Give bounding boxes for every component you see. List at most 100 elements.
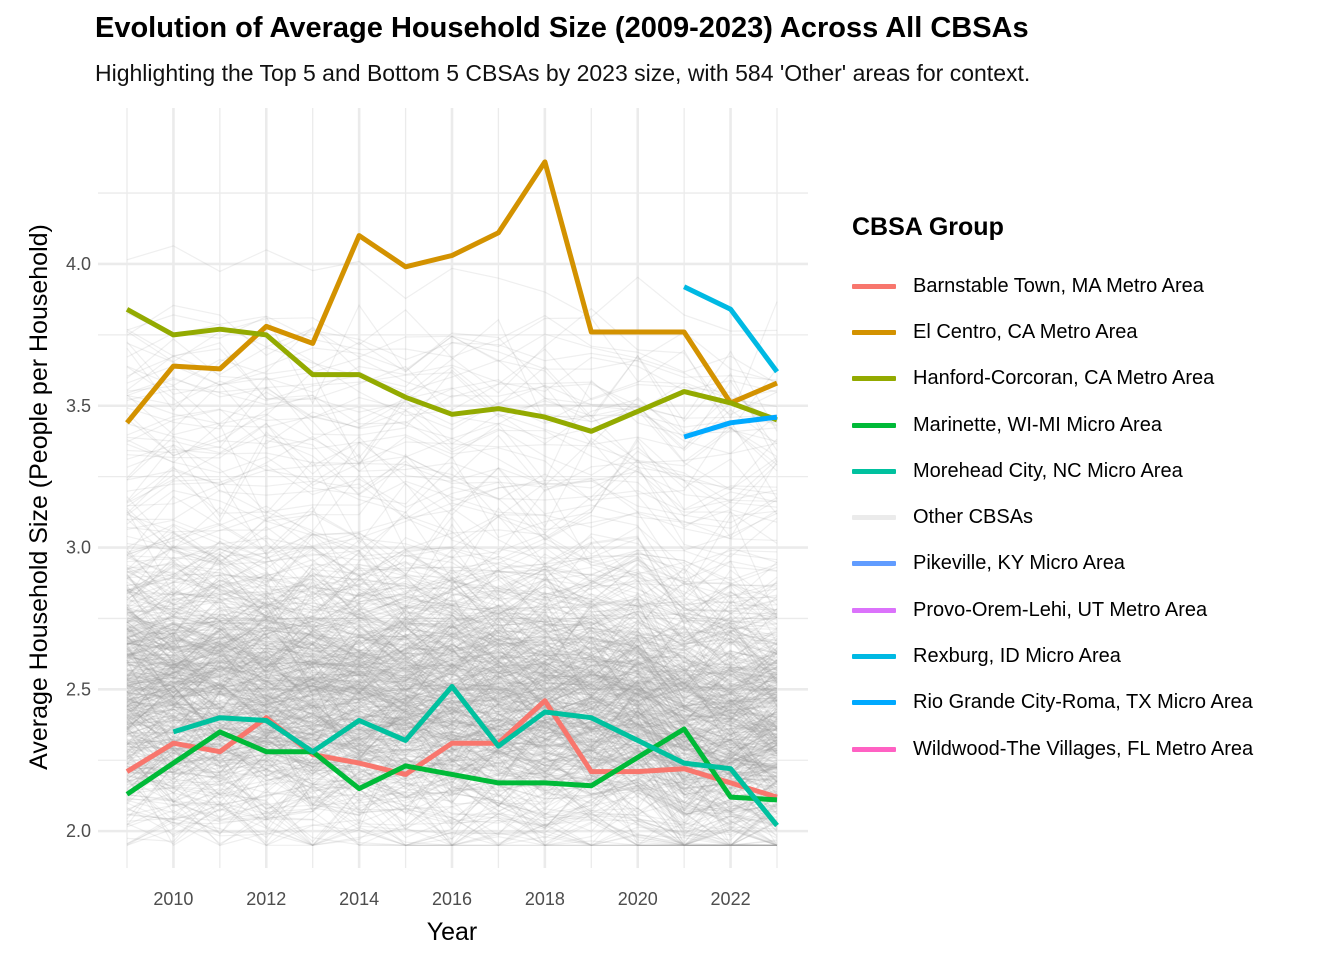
other-cbsa-line [126,692,778,740]
other-cbsa-line [126,700,778,780]
other-cbsa-line [126,667,778,720]
other-cbsa-line [126,770,778,834]
other-cbsa-line [126,606,778,694]
other-cbsa-line [126,791,777,846]
other-cbsa-line [126,736,778,808]
other-cbsa-line [126,665,778,757]
other-cbsa-line [126,654,778,724]
x-tick-label: 2014 [339,889,379,909]
other-cbsa-line [126,588,778,670]
other-cbsa-line [126,460,778,526]
legend-key-swatch [852,329,896,335]
other-cbsa-line [126,622,778,696]
other-cbsa-line [126,608,778,696]
other-cbsa-line [126,681,778,769]
other-cbsa-line [126,651,778,752]
other-cbsa-line [126,505,778,662]
other-cbsa-line [126,655,778,739]
other-cbsa-line [126,648,778,762]
legend-key-swatch [852,376,896,382]
other-cbsa-line [126,524,778,604]
other-cbsa-line [126,636,778,734]
other-cbsa-line [126,680,778,753]
other-cbsa-line [126,672,778,769]
other-cbsa-line [126,665,778,767]
other-cbsa-line [126,724,778,809]
x-axis-title: Year [427,918,478,946]
other-cbsa-line [126,658,778,746]
other-cbsa-line [126,618,778,754]
other-cbsa-line [126,717,778,831]
legend-item: Wildwood-The Villages, FL Metro Area [852,726,1253,772]
other-cbsa-line [126,464,778,544]
other-cbsa-line [126,599,778,706]
legend-item: Other CBSAs [852,494,1253,540]
other-cbsa-line [126,611,778,723]
other-cbsa-line [126,625,778,728]
other-cbsa-line [126,565,778,643]
other-cbsa-line [126,661,778,729]
x-tick-label: 2012 [246,889,286,909]
other-cbsa-line [126,738,778,821]
other-cbsa-line [126,533,778,602]
other-cbsa-line [126,443,778,551]
other-cbsa-line [126,581,778,693]
other-cbsa-line [126,671,778,742]
other-cbsa-line [126,562,778,615]
series-line-morehead-city-nc-micro-area [172,684,779,828]
legend-label: Marinette, WI-MI Micro Area [913,413,1162,436]
other-cbsa-line [126,598,778,700]
other-cbsa-line [126,608,778,700]
other-cbsa-line [126,688,778,745]
other-cbsa-line [126,678,778,767]
other-cbsa-line [126,551,778,637]
other-cbsa-line [126,731,778,841]
other-cbsa-line [126,436,778,557]
other-cbsa-line [126,753,778,814]
other-cbsa-line [126,621,778,721]
other-cbsa-line [126,551,778,619]
other-cbsa-line [126,606,778,730]
other-cbsa-line [126,583,778,716]
other-cbsa-line [126,686,778,813]
other-cbsa-line [126,593,778,700]
other-cbsa-line [126,359,778,449]
other-cbsa-line [126,603,778,705]
other-cbsa-line [126,581,778,685]
other-cbsa-line [126,595,778,676]
legend-key-swatch [852,700,896,706]
other-cbsa-line [126,703,778,843]
other-cbsa-line [126,766,778,846]
other-cbsa-line [126,519,778,605]
other-cbsa-line [126,354,778,435]
other-cbsa-line [126,408,778,508]
other-cbsa-line [126,605,778,651]
other-cbsa-line [126,621,778,756]
other-cbsa-line [126,581,778,661]
other-cbsa-line [126,676,778,745]
other-cbsa-line [126,495,778,581]
other-cbsa-line [126,589,778,683]
other-cbsa-line [126,647,778,768]
other-cbsa-line [126,613,778,722]
legend-label: Morehead City, NC Micro Area [913,459,1183,482]
other-cbsa-line [126,633,778,693]
other-cbsa-line [126,702,778,821]
other-cbsa-line [126,632,778,675]
other-cbsa-line [126,583,778,701]
other-cbsa-line [126,690,778,774]
other-cbsa-line [126,671,778,761]
other-cbsa-line [126,700,778,774]
other-cbsa-line [126,650,778,706]
other-cbsa-line [126,627,778,723]
other-cbsa-line [126,571,778,680]
other-cbsa-line [126,453,778,585]
other-cbsa-line [126,631,778,758]
other-cbsa-line [126,618,778,708]
other-cbsa-line [126,710,778,760]
other-cbsa-line [126,536,778,626]
other-cbsa-line [126,578,778,647]
other-cbsa-line [126,626,778,723]
other-cbsa-line [126,750,778,837]
